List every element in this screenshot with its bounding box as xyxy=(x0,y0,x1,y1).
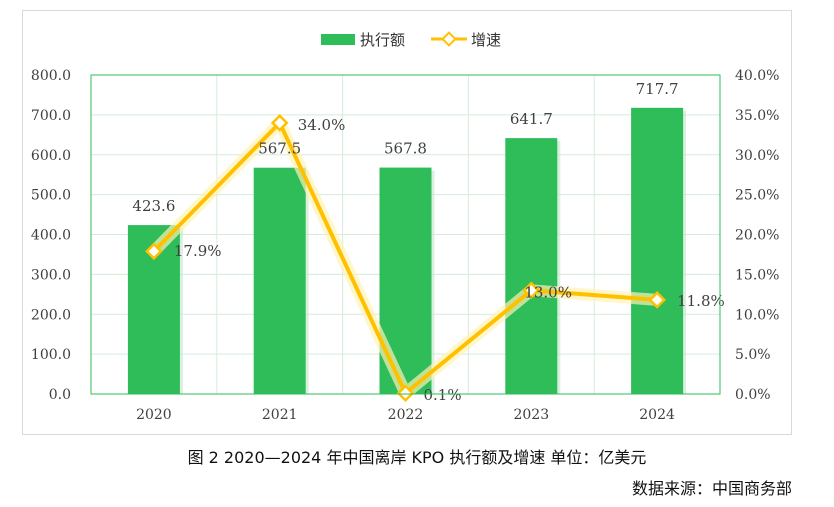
bar-layer xyxy=(127,107,687,394)
growth-value-label: 13.0% xyxy=(524,283,572,301)
y-right-tick-label: 0.0% xyxy=(735,387,771,403)
y-right-tick-label: 15.0% xyxy=(735,267,779,283)
bar-value-label: 567.5 xyxy=(258,140,301,158)
y-right-tick-label: 40.0% xyxy=(735,68,779,84)
legend-swatch-bar xyxy=(321,34,355,45)
y-right-tick-label: 30.0% xyxy=(735,148,779,164)
legend-marker xyxy=(441,31,457,47)
y-right-tick-label: 20.0% xyxy=(735,228,779,244)
bar-value-label: 567.8 xyxy=(384,140,427,158)
bar-value-label: 641.7 xyxy=(510,110,553,128)
y-left-tick-label: 100.0 xyxy=(31,347,71,363)
y-left-tick-label: 700.0 xyxy=(31,108,71,124)
x-tick-label: 2021 xyxy=(262,407,298,423)
growth-value-label: 17.9% xyxy=(174,242,222,260)
y-left-tick-label: 300.0 xyxy=(31,267,71,283)
bar xyxy=(631,107,684,394)
y-right-tick-label: 10.0% xyxy=(735,307,779,323)
y-right-tick-label: 5.0% xyxy=(735,347,771,363)
growth-marker xyxy=(648,291,666,309)
combo-chart: 423.6 567.5 567.8 641.7 717.7 17.9% 34.0% 0.1% 1… xyxy=(31,31,780,423)
bar-value-label: 423.6 xyxy=(132,197,175,215)
y-left-tick-label: 500.0 xyxy=(31,188,71,204)
x-tick-label: 2023 xyxy=(513,407,549,423)
axis-layer: 0.0 100.0 200.0 300.0 400.0 500.0 600.0 700.0 80… xyxy=(31,68,780,423)
legend-label-bar: 执行额 xyxy=(360,31,405,49)
label-layer: 423.6 567.5 567.8 641.7 717.7 17.9% 34.0% 0.1% 1… xyxy=(132,80,724,404)
legend: 执行额 增速 xyxy=(321,31,501,49)
y-left-tick-label: 0.0 xyxy=(49,387,71,403)
x-tick-label: 2020 xyxy=(136,407,172,423)
bar xyxy=(505,138,558,394)
figure-caption: 图 2 2020—2024 年中国离岸 KPO 执行额及增速 单位：亿美元 xyxy=(187,448,647,467)
y-left-tick-label: 200.0 xyxy=(31,307,71,323)
data-source: 数据来源：中国商务部 xyxy=(631,479,792,498)
bar-value-label: 717.7 xyxy=(636,80,679,98)
x-tick-label: 2024 xyxy=(639,407,675,423)
y-right-tick-label: 35.0% xyxy=(735,108,779,124)
growth-marker xyxy=(145,242,163,261)
plot-area-border xyxy=(90,74,721,395)
y-right-tick-label: 25.0% xyxy=(735,188,779,204)
growth-marker xyxy=(396,384,415,403)
y-left-tick-label: 600.0 xyxy=(31,148,71,164)
growth-value-label: 11.8% xyxy=(677,292,725,310)
growth-marker xyxy=(522,281,541,300)
y-left-tick-label: 800.0 xyxy=(31,68,71,84)
chart-frame: 423.6 567.5 567.8 641.7 717.7 17.9% 34.0% 0.1% 1… xyxy=(22,10,792,435)
line-layer xyxy=(145,114,666,403)
legend-label-line: 增速 xyxy=(471,31,501,49)
growth-value-label: 0.1% xyxy=(424,386,462,404)
bar xyxy=(253,167,306,394)
x-tick-label: 2022 xyxy=(388,407,424,423)
y-left-tick-label: 400.0 xyxy=(31,228,71,244)
growth-value-label: 34.0% xyxy=(298,116,346,134)
growth-marker xyxy=(270,114,289,132)
